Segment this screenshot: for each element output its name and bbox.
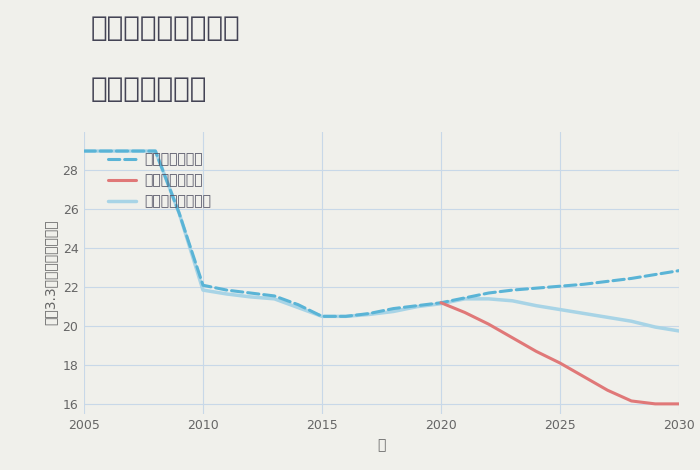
グッドシナリオ: [484, 290, 493, 296]
グッドシナリオ: [80, 148, 88, 154]
グッドシナリオ: [627, 275, 636, 281]
グッドシナリオ: [603, 279, 612, 284]
グッドシナリオ: [532, 285, 540, 291]
ノーマルシナリオ: [199, 287, 207, 293]
グッドシナリオ: [318, 313, 326, 319]
ノーマルシナリオ: [365, 312, 374, 317]
ノーマルシナリオ: [508, 298, 517, 304]
グッドシナリオ: [437, 300, 445, 306]
バッドシナリオ: [437, 300, 445, 306]
グッドシナリオ: [580, 282, 588, 287]
ノーマルシナリオ: [627, 318, 636, 324]
Line: バッドシナリオ: バッドシナリオ: [441, 303, 679, 404]
バッドシナリオ: [508, 335, 517, 341]
ノーマルシナリオ: [484, 296, 493, 302]
ノーマルシナリオ: [580, 311, 588, 316]
グッドシナリオ: [151, 148, 160, 154]
ノーマルシナリオ: [246, 294, 255, 300]
X-axis label: 年: 年: [377, 438, 386, 452]
Text: 土地の価格推移: 土地の価格推移: [91, 75, 207, 103]
ノーマルシナリオ: [318, 313, 326, 319]
バッドシナリオ: [532, 349, 540, 354]
グッドシナリオ: [175, 211, 183, 216]
グッドシナリオ: [461, 295, 469, 301]
グッドシナリオ: [294, 302, 302, 307]
グッドシナリオ: [365, 311, 374, 316]
バッドシナリオ: [461, 310, 469, 315]
グッドシナリオ: [508, 287, 517, 293]
ノーマルシナリオ: [127, 148, 136, 154]
Legend: グッドシナリオ, バッドシナリオ, ノーマルシナリオ: グッドシナリオ, バッドシナリオ, ノーマルシナリオ: [103, 147, 217, 214]
Line: ノーマルシナリオ: ノーマルシナリオ: [84, 151, 679, 331]
ノーマルシナリオ: [223, 291, 231, 297]
バッドシナリオ: [627, 398, 636, 404]
ノーマルシナリオ: [294, 305, 302, 310]
ノーマルシナリオ: [651, 324, 659, 330]
バッドシナリオ: [556, 360, 564, 366]
Y-axis label: 平（3.3㎡）単価（万円）: 平（3.3㎡）単価（万円）: [43, 220, 57, 325]
グッドシナリオ: [342, 313, 350, 319]
ノーマルシナリオ: [603, 314, 612, 320]
ノーマルシナリオ: [413, 304, 421, 309]
バッドシナリオ: [651, 401, 659, 407]
ノーマルシナリオ: [532, 303, 540, 308]
ノーマルシナリオ: [461, 296, 469, 302]
バッドシナリオ: [675, 401, 683, 407]
グッドシナリオ: [389, 306, 398, 312]
ノーマルシナリオ: [675, 328, 683, 334]
バッドシナリオ: [580, 374, 588, 379]
グッドシナリオ: [246, 290, 255, 296]
バッドシナリオ: [484, 321, 493, 327]
ノーマルシナリオ: [80, 148, 88, 154]
グッドシナリオ: [199, 282, 207, 288]
グッドシナリオ: [104, 148, 112, 154]
グッドシナリオ: [675, 268, 683, 274]
ノーマルシナリオ: [389, 309, 398, 314]
グッドシナリオ: [556, 283, 564, 289]
ノーマルシナリオ: [175, 211, 183, 216]
グッドシナリオ: [223, 287, 231, 293]
Line: グッドシナリオ: グッドシナリオ: [84, 151, 679, 316]
グッドシナリオ: [127, 148, 136, 154]
バッドシナリオ: [603, 387, 612, 393]
ノーマルシナリオ: [342, 313, 350, 319]
ノーマルシナリオ: [270, 296, 279, 302]
ノーマルシナリオ: [104, 148, 112, 154]
Text: 奈良県奈良市針町の: 奈良県奈良市針町の: [91, 14, 241, 42]
グッドシナリオ: [270, 293, 279, 299]
ノーマルシナリオ: [437, 301, 445, 306]
ノーマルシナリオ: [151, 148, 160, 154]
グッドシナリオ: [413, 303, 421, 308]
グッドシナリオ: [651, 272, 659, 277]
ノーマルシナリオ: [556, 307, 564, 313]
